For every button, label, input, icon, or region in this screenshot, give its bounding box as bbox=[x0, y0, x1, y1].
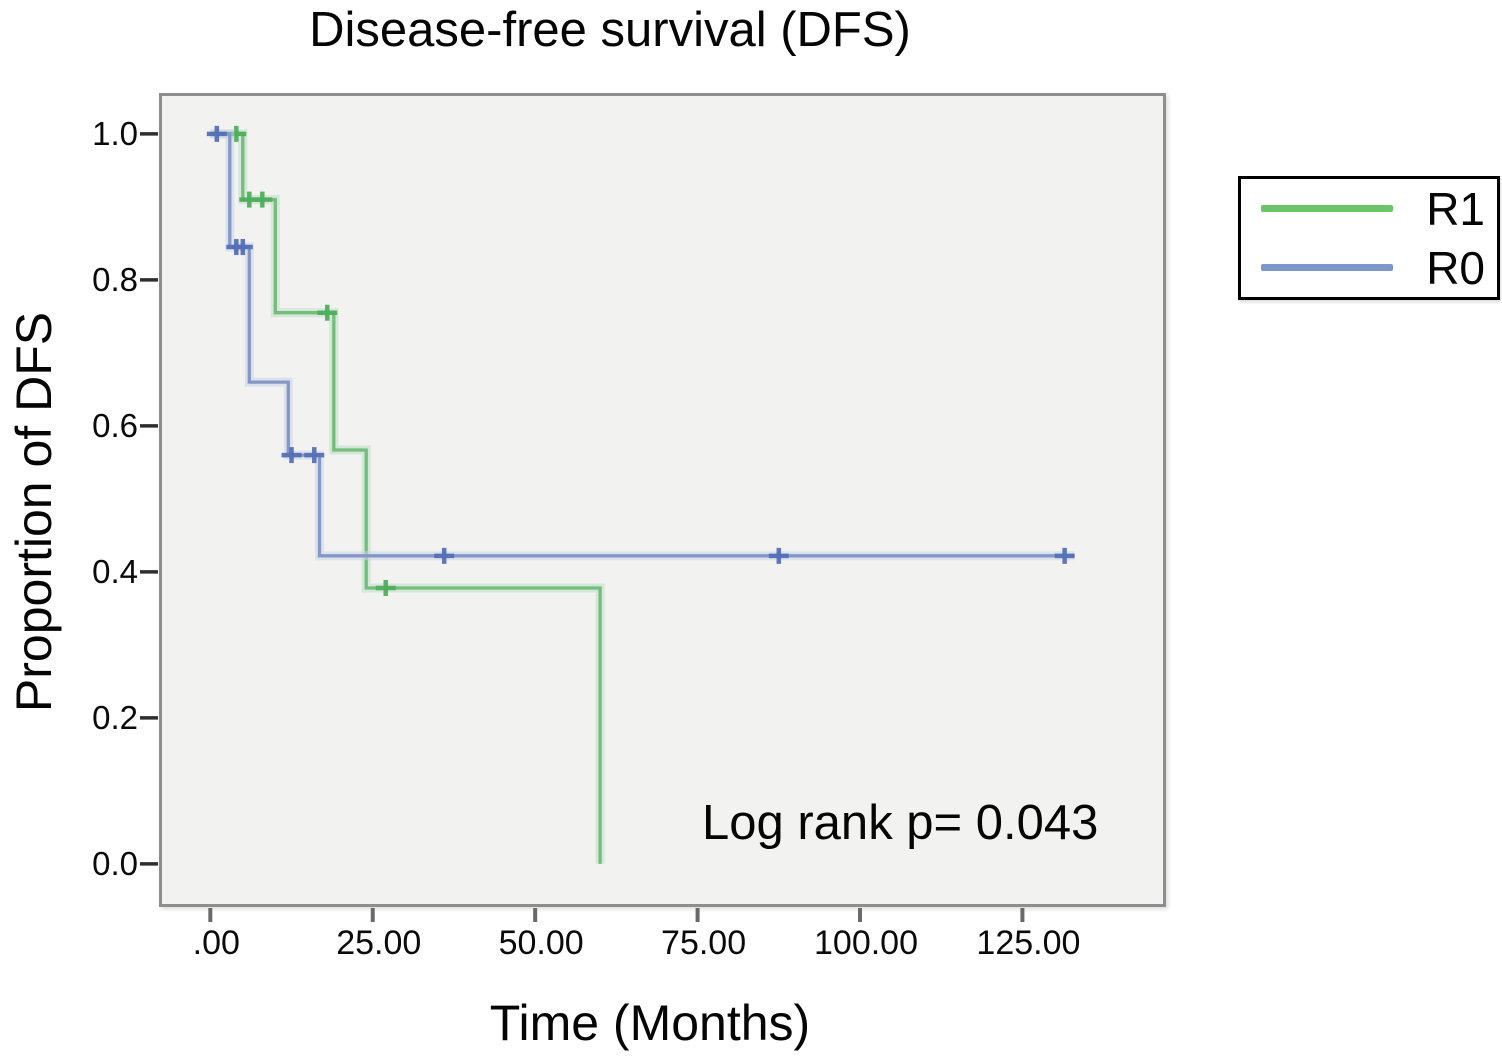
y-axis-title: Proportion of DFS bbox=[6, 311, 62, 713]
y-tick-label: 0.6 bbox=[92, 406, 138, 444]
x-tick-label: 50.00 bbox=[498, 924, 584, 962]
y-tick-label: 0.4 bbox=[92, 552, 138, 590]
y-tick-label: 0.8 bbox=[92, 260, 138, 298]
legend-line-r1 bbox=[1261, 205, 1393, 212]
y-tick-label: 0.0 bbox=[92, 844, 138, 882]
y-tick-label: 1.0 bbox=[92, 114, 138, 152]
log-rank-annotation: Log rank p= 0.043 bbox=[702, 796, 1099, 850]
x-tick-label: .00 bbox=[192, 924, 240, 962]
legend-row-r1: R1 bbox=[1241, 179, 1497, 238]
chart-title: Disease-free survival (DFS) bbox=[309, 3, 911, 57]
legend-label-r1: R1 bbox=[1426, 182, 1485, 235]
y-tick-label: 0.2 bbox=[92, 698, 138, 736]
legend-line-r0 bbox=[1261, 264, 1393, 271]
x-tick-label: 100.00 bbox=[814, 924, 918, 962]
x-tick-label: 75.00 bbox=[661, 924, 747, 962]
legend: R1 R0 bbox=[1238, 176, 1500, 300]
legend-row-r0: R0 bbox=[1241, 238, 1497, 297]
plot-area bbox=[159, 93, 1166, 907]
x-axis-title: Time (Months) bbox=[489, 995, 811, 1051]
x-tick-label: 25.00 bbox=[336, 924, 422, 962]
x-tick-label: 125.00 bbox=[976, 924, 1081, 962]
legend-label-r0: R0 bbox=[1426, 241, 1485, 294]
